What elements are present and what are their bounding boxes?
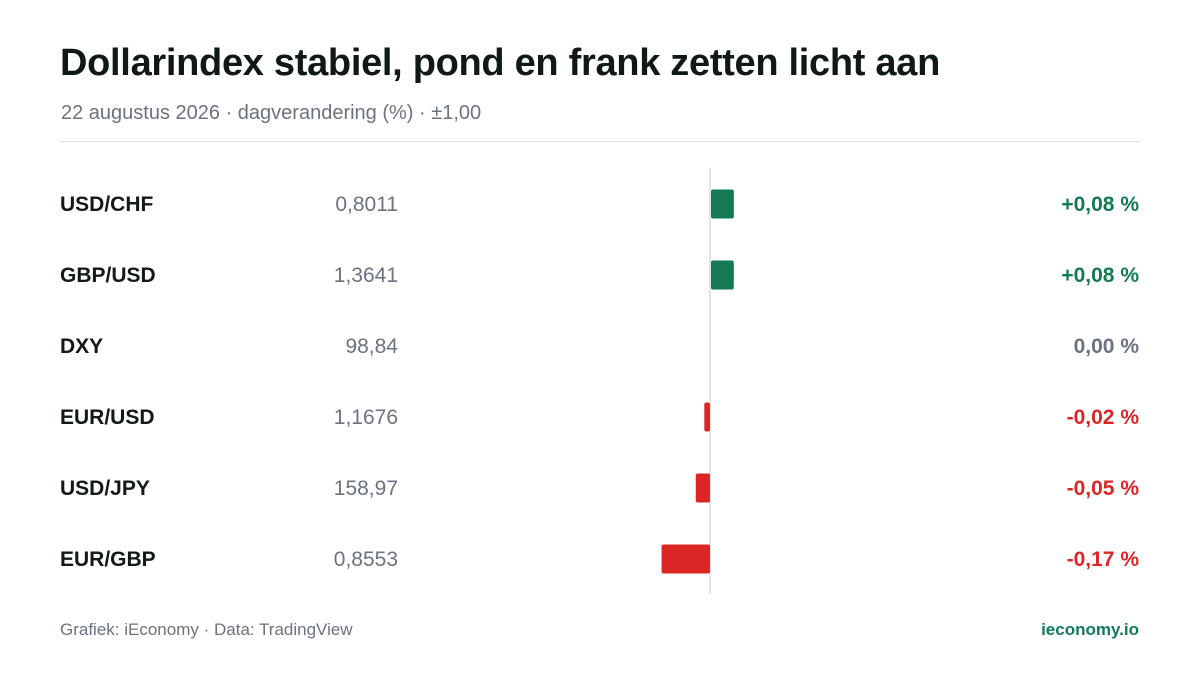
price-label: 0,8553 bbox=[334, 548, 398, 571]
change-bar bbox=[704, 402, 710, 432]
change-label: +0,08 % bbox=[1061, 264, 1139, 287]
pair-label: USD/JPY bbox=[60, 477, 150, 500]
price-label: 158,97 bbox=[334, 477, 398, 500]
change-bar bbox=[661, 544, 710, 574]
change-bar bbox=[711, 189, 734, 219]
change-label: -0,17 % bbox=[1067, 548, 1140, 571]
chart-title: Dollarindex stabiel, pond en frank zette… bbox=[60, 42, 940, 84]
pair-label: GBP/USD bbox=[60, 264, 156, 287]
brand-link[interactable]: ieconomy.io bbox=[1041, 620, 1139, 639]
price-label: 1,3641 bbox=[334, 264, 398, 287]
price-label: 0,8011 bbox=[335, 193, 398, 216]
pair-label: EUR/USD bbox=[60, 406, 155, 429]
change-label: -0,05 % bbox=[1067, 477, 1140, 500]
chart-subtitle: 22 augustus 2026 · dagverandering (%) · … bbox=[61, 102, 482, 124]
pair-label: USD/CHF bbox=[60, 193, 154, 216]
change-bar bbox=[695, 473, 710, 503]
change-bar bbox=[711, 260, 734, 290]
pair-label: DXY bbox=[60, 335, 103, 358]
change-label: +0,08 % bbox=[1061, 193, 1139, 216]
price-label: 98,84 bbox=[345, 335, 398, 358]
header-divider bbox=[60, 141, 1140, 142]
price-label: 1,1676 bbox=[334, 406, 398, 429]
fx-change-chart: USD/CHF 0,8011 +0,08 % GBP/USD 1,3641 +0,08 %… bbox=[60, 168, 1140, 594]
change-label: -0,02 % bbox=[1067, 406, 1140, 429]
pair-label: EUR/GBP bbox=[60, 548, 156, 571]
source-credit: Grafiek: iEconomy · Data: TradingView bbox=[60, 620, 353, 639]
change-label: 0,00 % bbox=[1074, 335, 1140, 358]
